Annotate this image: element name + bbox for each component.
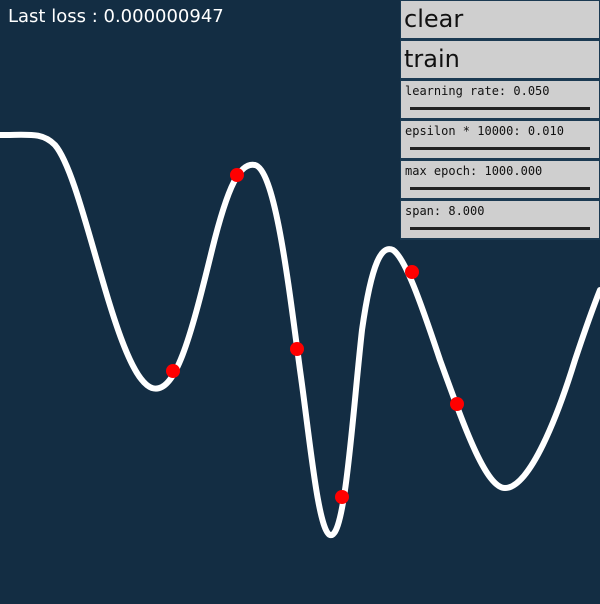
last-loss-readout: Last loss : 0.000000947	[8, 6, 224, 27]
data-point[interactable]	[290, 342, 304, 356]
max-epoch-label: max epoch: 1000.000	[405, 164, 543, 178]
learning-rate-track[interactable]	[410, 107, 590, 110]
data-point[interactable]	[166, 364, 180, 378]
clear-button[interactable]: clear	[401, 1, 599, 38]
fitted-curve	[0, 131, 600, 538]
learning-rate-label: learning rate: 0.050	[405, 84, 550, 98]
controls-panel	[400, 0, 600, 240]
data-point[interactable]	[230, 168, 244, 182]
max-epoch-track[interactable]	[410, 187, 590, 190]
span-track[interactable]	[410, 227, 590, 230]
epsilon-track[interactable]	[410, 147, 590, 150]
span-slider[interactable]: span: 8.000	[401, 201, 599, 238]
learning-rate-slider[interactable]: learning rate: 0.050	[401, 81, 599, 118]
data-point[interactable]	[405, 265, 419, 279]
train-button[interactable]: train	[401, 41, 599, 78]
epsilon-label: epsilon * 10000: 0.010	[405, 124, 564, 138]
max-epoch-slider[interactable]: max epoch: 1000.000	[401, 161, 599, 198]
data-point[interactable]	[335, 490, 349, 504]
span-label: span: 8.000	[405, 204, 485, 218]
data-point[interactable]	[450, 397, 464, 411]
epsilon-slider[interactable]: epsilon * 10000: 0.010	[401, 121, 599, 158]
